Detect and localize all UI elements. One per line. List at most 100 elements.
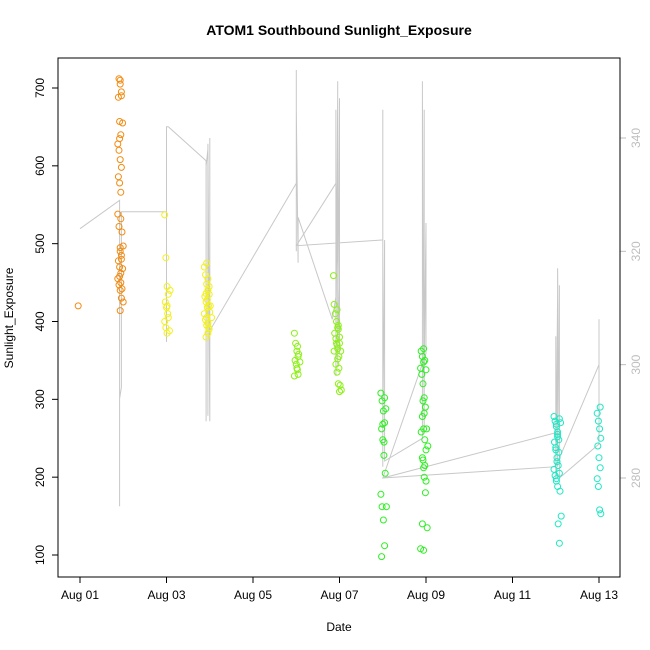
scatter-point (380, 438, 388, 446)
scatter-point (377, 490, 385, 498)
scatter-point (203, 259, 211, 267)
scatter-point (422, 446, 430, 454)
x-axis-label: Date (326, 620, 352, 634)
scatter-point (290, 372, 298, 380)
scatter-point (336, 339, 343, 347)
scatter-point (117, 294, 125, 302)
scatter-point (119, 119, 127, 127)
x-tick-label: Aug 11 (494, 588, 531, 602)
scatter-point (422, 366, 430, 374)
scatter-point (379, 516, 387, 524)
scatter-point (554, 428, 562, 436)
y-tick-label: 300 (33, 389, 47, 409)
scatter-point (552, 475, 560, 483)
scatter-point (295, 350, 303, 358)
scatter-point (334, 325, 342, 333)
scatter-point (334, 321, 342, 329)
axis-layer: Aug 01 Aug 03 Aug 05 Aug 07 Aug 09 Aug 11 Aug … (33, 78, 643, 602)
scatter-point (115, 223, 123, 230)
x-tick-label: Aug 07 (320, 588, 358, 602)
scatter-point (378, 553, 386, 561)
scatter-point (114, 173, 122, 181)
scatter-point (119, 265, 127, 273)
scatter-point (419, 397, 427, 405)
scatter-point (205, 290, 213, 298)
scatter-point (330, 272, 337, 280)
scatter-point (418, 520, 426, 528)
scatter-point (378, 503, 386, 511)
scatter-point (596, 506, 604, 514)
scatter-point (116, 307, 124, 315)
y-tick-label: 700 (33, 78, 47, 98)
scatter-point (162, 254, 170, 262)
y-tick-label: 100 (33, 545, 47, 565)
scatter-point (335, 364, 343, 372)
scatter-point (164, 290, 172, 298)
scatter-point (166, 327, 173, 335)
scatter-point (596, 425, 604, 433)
scatter-point (593, 409, 601, 417)
y-tick-label: 200 (33, 467, 47, 487)
y-tick-label: 600 (33, 156, 47, 176)
scatter-point-layer (74, 75, 605, 561)
scatter-point (422, 477, 430, 485)
scatter-point (554, 462, 562, 469)
scatter-point (596, 403, 604, 411)
x-tick-label: Aug 13 (580, 588, 618, 602)
scatter-point (163, 329, 171, 337)
scatter-point (330, 347, 338, 355)
scatter-point (337, 347, 345, 355)
scatter-point (420, 473, 428, 481)
scatter-point (163, 302, 171, 310)
scatter-point (296, 358, 304, 366)
chart-title: ATOM1 Southbound Sunlight_Exposure (206, 22, 472, 38)
y2-tick-label: 280 (629, 468, 643, 488)
scatter-point (424, 442, 432, 450)
scatter-point (164, 310, 172, 318)
scatter-point (382, 503, 390, 511)
x-tick-label: Aug 03 (147, 588, 185, 602)
y2-tick-label: 340 (629, 128, 643, 148)
scatter-point (117, 92, 125, 100)
scatter-point (379, 420, 387, 428)
x-tick-label: Aug 05 (234, 588, 272, 602)
scatter-point (334, 355, 342, 363)
series-group (74, 75, 127, 315)
scatter-point (332, 335, 340, 343)
scatter-point (421, 356, 429, 364)
scatter-point (333, 306, 341, 314)
scatter-point (419, 380, 427, 388)
scatter-point (116, 135, 124, 143)
scatter-point (333, 368, 341, 376)
scatter-point (553, 458, 561, 466)
scatter-point (554, 520, 562, 528)
scatter-point (555, 436, 563, 444)
scatter-point (116, 156, 124, 164)
scatter-point (597, 510, 605, 518)
scatter-point (418, 370, 426, 378)
scatter-point (421, 436, 429, 444)
scatter-point (381, 469, 389, 477)
scatter-point (208, 314, 216, 322)
scatter-point (117, 251, 125, 259)
right-axis-line-layer (79, 70, 600, 507)
scatter-point (331, 310, 339, 318)
plot-frame (57, 57, 621, 578)
scatter-point (552, 420, 560, 428)
scatter-point (595, 454, 603, 462)
series-group (377, 345, 432, 561)
y2-tick-label: 300 (629, 354, 643, 374)
scatter-point (555, 469, 563, 477)
scatter-point (377, 389, 385, 397)
scatter-point (117, 215, 125, 223)
scatter-point (161, 211, 169, 219)
scatter-point (115, 146, 123, 154)
scatter-point (423, 524, 431, 532)
scatter-point (117, 255, 125, 263)
scatter-point (418, 413, 426, 420)
scatter-point (381, 394, 389, 402)
scatter-point (420, 546, 428, 554)
x-tick-label: Aug 01 (61, 588, 99, 602)
